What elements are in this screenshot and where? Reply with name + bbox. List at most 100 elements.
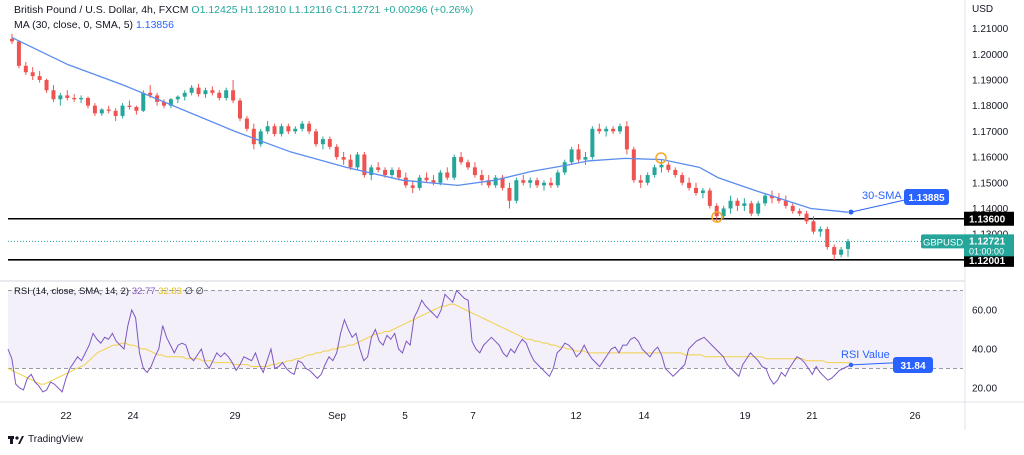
candle-body bbox=[721, 208, 726, 217]
candle-body bbox=[58, 95, 63, 100]
candle-body bbox=[376, 167, 381, 170]
candle-body bbox=[44, 79, 49, 91]
candle-body bbox=[749, 203, 754, 214]
rsi-sma-line bbox=[7, 303, 852, 385]
candle-body bbox=[175, 96, 180, 100]
candle-body bbox=[348, 159, 353, 168]
candle-body bbox=[417, 177, 422, 188]
candle-body bbox=[265, 126, 270, 132]
candle-body bbox=[728, 200, 733, 209]
time-tick-label: 19 bbox=[739, 411, 751, 422]
candle-body bbox=[666, 164, 671, 170]
candle-body bbox=[846, 241, 850, 249]
candle-body bbox=[258, 131, 263, 145]
rsi-extra: ∅ ∅ bbox=[184, 286, 204, 297]
candle-body bbox=[756, 203, 761, 214]
candle-body bbox=[811, 221, 816, 232]
candle-body bbox=[825, 229, 830, 248]
candle-body bbox=[618, 126, 622, 132]
symbol-title: British Pound / U.S. Dollar, 4h, FXCM bbox=[14, 4, 189, 16]
tradingview-logo[interactable]: TradingView bbox=[8, 434, 83, 445]
candle-body bbox=[141, 92, 146, 111]
rsi-band bbox=[8, 290, 963, 369]
price-tick-label: 1.17000 bbox=[972, 127, 1009, 138]
candle-body bbox=[486, 180, 491, 186]
candle-body bbox=[16, 41, 21, 66]
candle-body bbox=[548, 182, 553, 186]
candle-body bbox=[189, 87, 194, 93]
candle-body bbox=[707, 190, 712, 206]
candle-body bbox=[99, 109, 104, 114]
candle-body bbox=[472, 167, 477, 176]
highlight-circle bbox=[711, 211, 723, 223]
candle-body bbox=[790, 205, 795, 212]
candle-body bbox=[500, 177, 505, 188]
candle-body bbox=[818, 229, 823, 232]
candle-body bbox=[203, 90, 208, 95]
candle-body bbox=[355, 154, 360, 168]
candle-body bbox=[452, 157, 457, 178]
candle-body bbox=[410, 185, 415, 188]
candle-body bbox=[804, 213, 809, 222]
time-tick-label: 14 bbox=[638, 411, 650, 422]
candle-body bbox=[196, 87, 201, 95]
candle-body bbox=[645, 175, 650, 183]
candle-body bbox=[687, 182, 692, 188]
currency-label: USD bbox=[972, 4, 993, 15]
candle-body bbox=[673, 169, 678, 176]
price-tick-label: 1.16000 bbox=[972, 153, 1009, 164]
candle-body bbox=[30, 72, 35, 77]
candle-body bbox=[576, 149, 581, 160]
price-tick-label: 1.19000 bbox=[972, 75, 1009, 86]
time-tick-label: 5 bbox=[402, 411, 408, 422]
candle-body bbox=[797, 211, 802, 214]
candle-body bbox=[217, 92, 222, 98]
price-tick-label: 1.15000 bbox=[972, 178, 1009, 189]
ohlc-change: +0.00296 (+0.26%) bbox=[383, 4, 474, 16]
candle-body bbox=[341, 157, 346, 160]
rsi-tick-label: 20.00 bbox=[972, 384, 997, 395]
ma-value: 1.13856 bbox=[135, 19, 174, 31]
candle-body bbox=[521, 180, 526, 183]
candle-body bbox=[652, 167, 657, 176]
candle-body bbox=[238, 100, 242, 119]
ohlc-low: L1.12116 bbox=[288, 4, 332, 16]
branding-text: TradingView bbox=[28, 434, 84, 445]
rsi-annotation-badge bbox=[893, 357, 933, 373]
candle-body bbox=[638, 180, 643, 183]
candle-body bbox=[65, 95, 70, 98]
candle-body bbox=[134, 106, 139, 111]
candle-body bbox=[210, 90, 215, 93]
candle-body bbox=[106, 109, 111, 111]
current-price-label: 1.12721 bbox=[969, 236, 1006, 247]
candle-body bbox=[86, 97, 90, 106]
ohlc-open: O1.12425 bbox=[191, 4, 238, 16]
candle-body bbox=[507, 187, 512, 201]
candle-body bbox=[466, 162, 470, 168]
candle-body bbox=[72, 97, 77, 100]
candle-body bbox=[403, 177, 408, 186]
candle-body bbox=[776, 198, 781, 201]
rsi-tick-label: 60.00 bbox=[972, 306, 997, 317]
time-tick-label: 21 bbox=[806, 411, 818, 422]
level-price-label: 1.12001 bbox=[969, 256, 1006, 267]
candle-body bbox=[604, 128, 609, 132]
candle-body bbox=[383, 169, 388, 176]
candle-body bbox=[694, 187, 698, 194]
price-tick-label: 1.20000 bbox=[972, 50, 1009, 61]
candle-body bbox=[680, 175, 685, 183]
candle-body bbox=[514, 180, 519, 201]
candle-body bbox=[611, 128, 616, 132]
candle-body bbox=[148, 92, 153, 96]
candle-body bbox=[293, 128, 298, 132]
candle-body bbox=[459, 157, 464, 163]
highlight-circle bbox=[655, 152, 667, 164]
level-price-tag bbox=[964, 252, 1014, 267]
candle-body bbox=[300, 123, 305, 129]
candle-body bbox=[272, 126, 277, 134]
candle-body bbox=[127, 105, 132, 107]
candle-body bbox=[832, 247, 837, 255]
sma-annotation-badge bbox=[904, 189, 949, 205]
